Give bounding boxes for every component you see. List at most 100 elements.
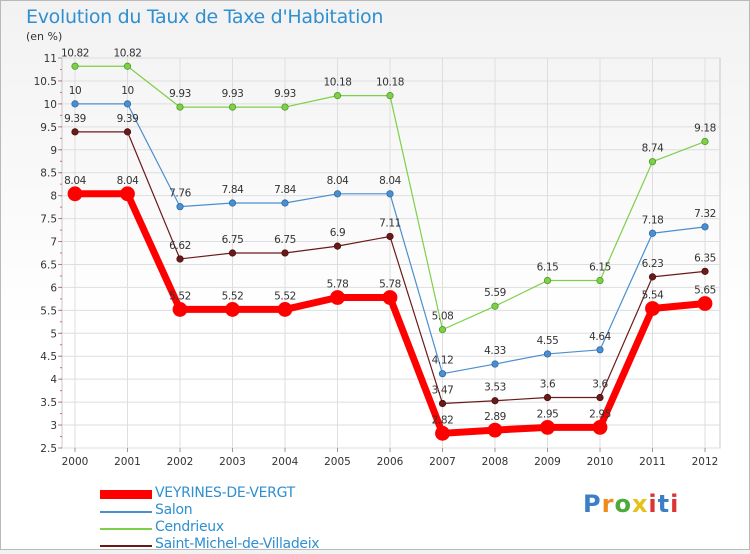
legend-label-salon: Salon (155, 502, 193, 518)
data-label-saint-michel-de-villadeix: 6.75 (222, 234, 244, 246)
legend-item-saint-michel: Saint-Michel-de-Villadeix (100, 536, 400, 554)
data-label-cendrieux: 9.93 (274, 88, 296, 100)
data-point-cendrieux (281, 103, 289, 111)
data-point-saint-michel-de-villadeix (596, 393, 604, 402)
data-point-saint-michel-de-villadeix (333, 242, 342, 250)
data-point-salon (123, 100, 132, 108)
x-tick-label: 2008 (482, 456, 509, 468)
data-label-veyrines-de-vergt: 8.04 (64, 175, 86, 187)
legend-swatch-salon (100, 511, 152, 513)
data-point-cendrieux (596, 276, 604, 285)
data-label-saint-michel-de-villadeix: 3.6 (592, 379, 608, 391)
data-label-cendrieux: 6.15 (537, 262, 559, 274)
data-label-veyrines-de-vergt: 5.54 (642, 290, 664, 302)
data-label-salon: 8.04 (327, 175, 349, 187)
data-point-veyrines-de-vergt (592, 419, 608, 435)
data-label-cendrieux: 5.08 (432, 311, 454, 323)
data-label-saint-michel-de-villadeix: 9.39 (64, 113, 86, 125)
data-label-saint-michel-de-villadeix: 6.75 (274, 234, 296, 246)
data-label-salon: 7.76 (169, 188, 191, 200)
legend-label-veyrines: VEYRINES-DE-VERGT (155, 485, 295, 501)
x-tick-label: 2004 (272, 456, 299, 468)
x-tick-label: 2011 (639, 456, 666, 468)
data-point-veyrines-de-vergt (382, 290, 398, 305)
x-tick-label: 2002 (167, 456, 194, 468)
x-tick-label: 2009 (534, 456, 561, 468)
legend-swatch-cendrieux (100, 528, 152, 530)
legend-swatch-saint-michel (100, 545, 152, 547)
legend-label-cendrieux: Cendrieux (155, 519, 224, 535)
x-tick-label: 2003 (219, 456, 246, 468)
data-label-cendrieux: 9.93 (222, 88, 244, 100)
data-point-cendrieux (491, 302, 499, 310)
data-label-cendrieux: 9.18 (694, 123, 716, 135)
data-label-veyrines-de-vergt: 2.95 (589, 408, 611, 420)
legend-label-saint-michel: Saint-Michel-de-Villadeix (155, 536, 320, 552)
data-label-veyrines-de-vergt: 2.82 (432, 414, 454, 426)
data-point-saint-michel-de-villadeix (491, 397, 499, 405)
data-point-saint-michel-de-villadeix (438, 399, 447, 408)
data-label-saint-michel-de-villadeix: 6.9 (330, 227, 346, 239)
legend: VEYRINES-DE-VERGT Salon Cendrieux Saint-… (100, 485, 400, 554)
data-label-salon: 7.84 (274, 184, 296, 196)
data-point-veyrines-de-vergt (120, 186, 135, 202)
data-point-salon (71, 100, 79, 108)
legend-swatch-veyrines (100, 490, 152, 499)
data-label-saint-michel-de-villadeix: 3.53 (484, 382, 506, 394)
data-point-salon (491, 360, 499, 368)
data-point-salon (596, 346, 604, 354)
data-point-saint-michel-de-villadeix (648, 273, 657, 281)
y-tick-label: 8.5 (40, 168, 57, 180)
y-tick-label: 9 (50, 145, 57, 157)
data-point-salon (543, 350, 552, 358)
data-label-veyrines-de-vergt: 2.89 (484, 411, 506, 423)
data-point-cendrieux (333, 92, 342, 100)
data-label-salon: 7.18 (642, 214, 664, 226)
y-tick-label: 7 (50, 237, 57, 249)
data-label-saint-michel-de-villadeix: 6.23 (642, 258, 664, 270)
proxiti-logo: Proxiti (583, 490, 680, 518)
data-label-veyrines-de-vergt: 5.52 (169, 290, 191, 302)
data-point-saint-michel-de-villadeix (543, 393, 552, 402)
data-label-saint-michel-de-villadeix: 7.11 (379, 217, 401, 229)
y-tick-label: 8 (50, 191, 57, 203)
data-point-cendrieux (648, 158, 657, 166)
data-point-cendrieux (701, 137, 709, 146)
data-point-salon (333, 190, 342, 198)
y-tick-label: 9.5 (40, 122, 57, 134)
data-label-saint-michel-de-villadeix: 9.39 (117, 113, 139, 125)
data-label-salon: 4.55 (537, 335, 559, 347)
x-tick-label: 2000 (62, 456, 89, 468)
data-point-cendrieux (71, 62, 79, 70)
data-point-veyrines-de-vergt (487, 422, 503, 438)
data-point-veyrines-de-vergt (435, 425, 450, 441)
data-point-veyrines-de-vergt (645, 301, 660, 316)
y-tick-label: 2.5 (40, 443, 57, 455)
data-label-veyrines-de-vergt: 5.78 (327, 279, 349, 291)
y-tick-label: 3.5 (40, 397, 57, 409)
data-point-veyrines-de-vergt (172, 302, 188, 317)
data-label-cendrieux: 6.15 (589, 262, 611, 274)
y-tick-label: 6 (50, 282, 57, 294)
data-point-salon (438, 370, 447, 378)
y-tick-label: 3 (50, 420, 57, 432)
data-label-salon: 7.84 (222, 184, 244, 196)
y-tick-label: 5.5 (40, 305, 57, 317)
data-label-veyrines-de-vergt: 5.52 (222, 290, 244, 302)
data-point-salon (176, 203, 184, 211)
data-label-saint-michel-de-villadeix: 3.47 (432, 384, 454, 396)
data-label-cendrieux: 10.18 (323, 77, 351, 89)
data-label-salon: 7.32 (694, 208, 716, 220)
data-point-veyrines-de-vergt (277, 302, 293, 317)
data-point-veyrines-de-vergt (67, 186, 83, 202)
data-label-cendrieux: 10.18 (376, 77, 404, 89)
data-label-saint-michel-de-villadeix: 3.6 (540, 379, 556, 391)
data-label-cendrieux: 8.74 (642, 143, 664, 155)
data-point-veyrines-de-vergt (330, 290, 345, 305)
legend-item-salon: Salon (100, 502, 400, 520)
data-label-saint-michel-de-villadeix: 6.62 (169, 240, 191, 252)
y-tick-label: 11 (44, 53, 57, 65)
data-label-veyrines-de-vergt: 2.95 (537, 408, 559, 420)
data-label-veyrines-de-vergt: 5.65 (694, 284, 716, 296)
